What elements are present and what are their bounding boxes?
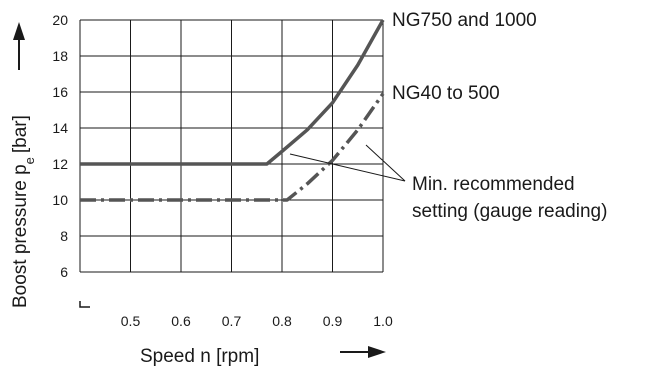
y-axis-arrow (13, 22, 25, 70)
x-tick-label: 0.6 (171, 313, 191, 329)
y-tick-label: 8 (60, 228, 68, 244)
annotation-leader-line-1 (289, 153, 406, 182)
y-axis-label: Boost pressure pe [bar] (10, 115, 37, 308)
x-axis-label: Speed n [rpm] (140, 346, 259, 367)
y-tick-label: 6 (60, 264, 68, 280)
y-tick-labels: 6 8 10 12 14 16 18 20 (52, 12, 68, 280)
y-axis-label-main: Boost pressure p (10, 164, 31, 308)
y-tick-label: 12 (52, 156, 68, 172)
y-tick-label: 18 (52, 48, 68, 64)
annotation-line-2: setting (gauge reading) (412, 201, 607, 222)
series-label-ng750: NG750 and 1000 (392, 10, 537, 31)
series-line-1 (80, 19, 385, 166)
series-label-ng40: NG40 to 500 (392, 83, 500, 104)
grid (79, 19, 384, 273)
x-axis-arrow (340, 346, 386, 358)
y-tick-label: 10 (52, 192, 68, 208)
axis-break-mark (79, 301, 90, 308)
x-tick-labels: 0.5 0.6 0.7 0.8 0.9 1.0 (121, 313, 393, 329)
y-tick-label: 14 (52, 120, 68, 136)
annotation-line-1: Min. recommended (412, 174, 575, 195)
y-tick-label: 16 (52, 84, 68, 100)
annotation-leader-line-2 (365, 144, 406, 182)
y-tick-label: 20 (52, 12, 68, 28)
y-axis-label-sub: e (22, 157, 37, 164)
x-tick-label: 0.8 (272, 313, 292, 329)
annotation: Min. recommended setting (gauge reading) (289, 144, 607, 222)
x-tick-label: 0.7 (222, 313, 242, 329)
x-tick-label: 1.0 (373, 313, 393, 329)
x-tick-label: 0.9 (323, 313, 343, 329)
series-layer (80, 19, 385, 202)
x-tick-label: 0.5 (121, 313, 141, 329)
y-axis-label-unit: [bar] (10, 115, 31, 153)
